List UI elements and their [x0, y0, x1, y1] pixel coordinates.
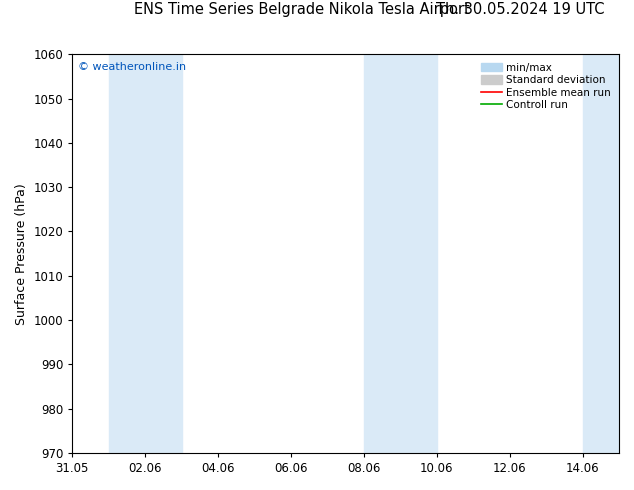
Bar	[583, 54, 619, 453]
Legend: min/max, Standard deviation, Ensemble mean run, Controll run: min/max, Standard deviation, Ensemble me…	[478, 59, 614, 114]
Text: ENS Time Series Belgrade Nikola Tesla Airport: ENS Time Series Belgrade Nikola Tesla Ai…	[134, 2, 470, 17]
Bar	[109, 54, 182, 453]
Text: © weatheronline.in: © weatheronline.in	[78, 62, 186, 72]
Y-axis label: Surface Pressure (hPa): Surface Pressure (hPa)	[15, 183, 28, 324]
Text: Th. 30.05.2024 19 UTC: Th. 30.05.2024 19 UTC	[436, 2, 605, 17]
Bar	[364, 54, 437, 453]
